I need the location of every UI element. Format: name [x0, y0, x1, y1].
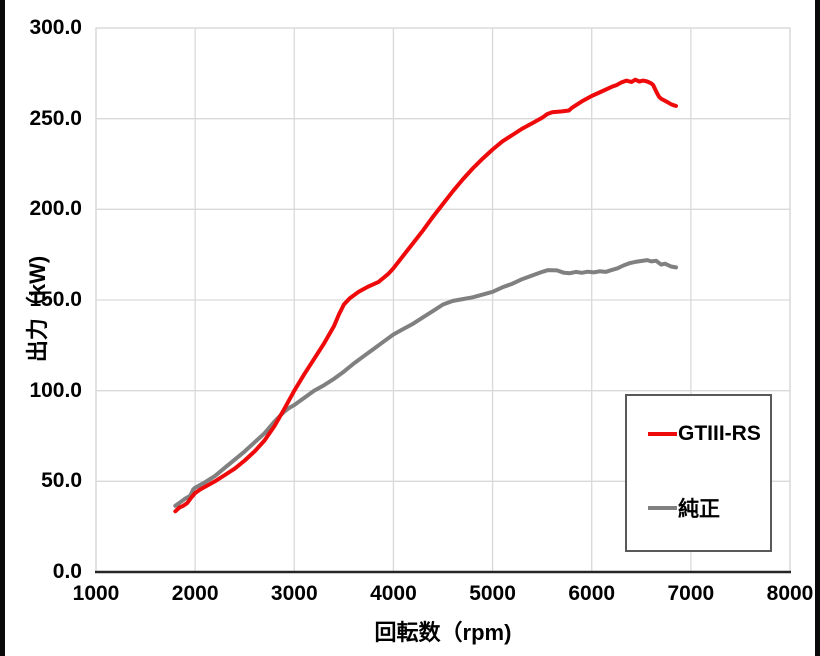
x-tick-label: 3000: [270, 582, 318, 605]
series-line-0: [173, 77, 678, 514]
x-tick-label: 6000: [568, 582, 616, 605]
red-line-swatch-icon: [648, 432, 677, 436]
y-tick-label: 50.0: [41, 469, 82, 493]
y-tick-label: 0.0: [52, 560, 82, 583]
legend-entry-stock: 純正: [648, 495, 770, 521]
legend-entry-gtiii-rs: GTIII-RS: [648, 421, 770, 447]
x-tick-label: 1000: [72, 582, 120, 605]
gray-line-swatch-icon: [648, 506, 677, 510]
legend: GTIII-RS 純正: [625, 394, 772, 552]
series-line-1: [173, 258, 678, 508]
y-tick-label: 200.0: [29, 197, 82, 221]
legend-label-stock: 純正: [678, 498, 720, 521]
x-tick-label: 7000: [667, 582, 715, 605]
letterbox-right: [815, 0, 820, 656]
x-tick-label: 4000: [370, 582, 417, 605]
y-tick-label: 150.0: [29, 288, 82, 311]
x-axis-title: 回転数（rpm): [374, 620, 512, 645]
y-tick-label: 300.0: [29, 16, 82, 39]
legend-label-gtiii-rs: GTIII-RS: [678, 422, 761, 445]
y-tick-label: 100.0: [29, 378, 82, 402]
x-tick-label: 8000: [766, 582, 814, 605]
y-tick-label: 250.0: [29, 106, 82, 130]
x-tick-label: 2000: [171, 582, 219, 605]
letterbox-left: [0, 0, 5, 656]
x-tick-label: 5000: [469, 582, 516, 605]
